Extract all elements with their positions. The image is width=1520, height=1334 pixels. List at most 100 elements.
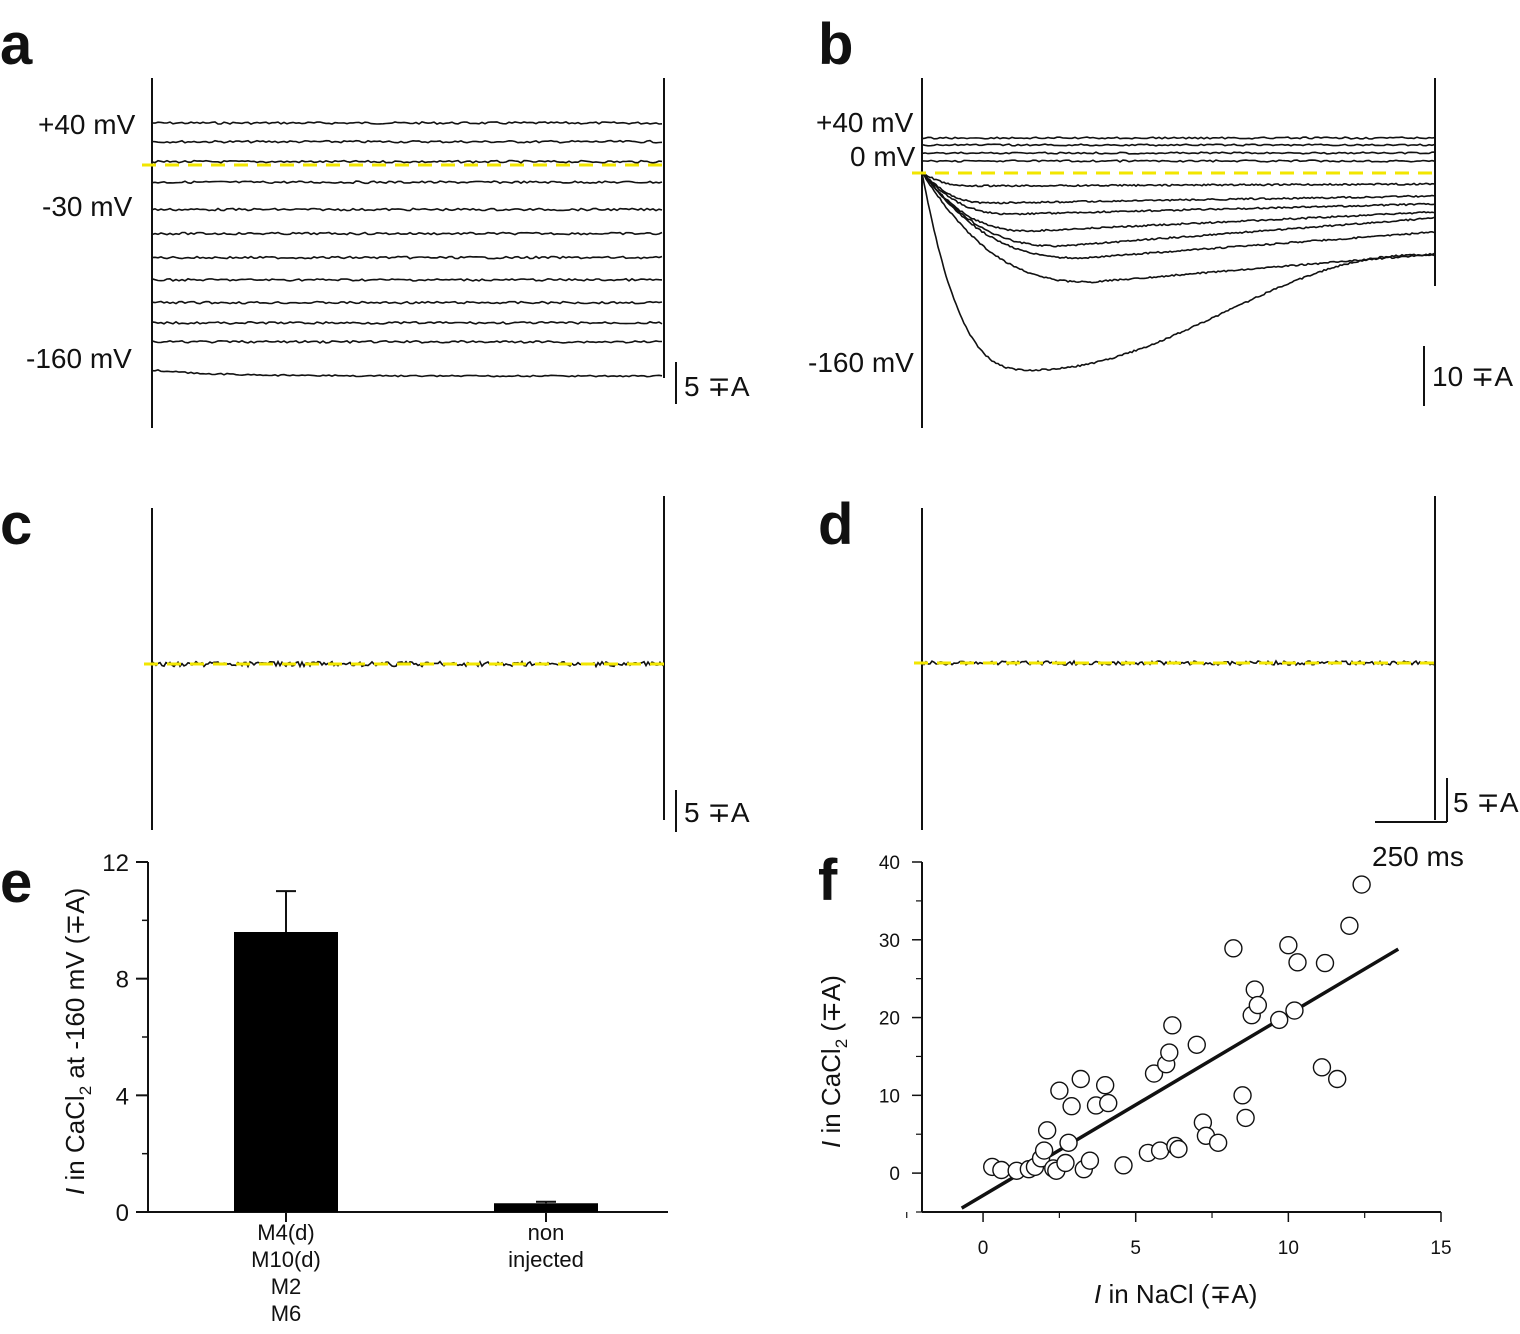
f-data-point — [1160, 1043, 1179, 1062]
f-data-point — [1248, 995, 1268, 1015]
f-data-point — [1288, 953, 1307, 972]
f-y-tick-label: 20 — [879, 1009, 900, 1030]
panel-b-current-trace — [921, 171, 1435, 284]
f-data-point — [1056, 1153, 1075, 1173]
e-y-axis-label: I in CaCl2 at -160 mV (∓A) — [60, 888, 95, 1195]
e-ylabel-pre: in CaCl — [60, 1095, 90, 1187]
f-data-point — [1037, 1121, 1057, 1140]
f-data-point — [992, 1160, 1011, 1180]
f-data-point — [1269, 1010, 1289, 1030]
f-x-tick-label: 5 — [1130, 1238, 1141, 1259]
panel-a-current-trace — [151, 180, 663, 185]
f-data-point — [1114, 1156, 1133, 1175]
e-category-label: M2 — [271, 1274, 302, 1299]
e-category-label: M4(d) — [257, 1220, 314, 1245]
f-data-point — [1224, 939, 1243, 958]
f-xlabel-rest: in NaCl (∓A) — [1101, 1279, 1257, 1309]
panel-a-voltage-label-bottom: -160 mV — [26, 343, 132, 374]
panel-label-a: a — [0, 12, 33, 77]
f-data-point — [1080, 1151, 1100, 1170]
panel-b-current-trace — [921, 172, 1435, 260]
f-data-point — [1279, 936, 1298, 955]
panel-a-voltage-label-mid: -30 mV — [42, 191, 133, 222]
panel-b-current-trace — [921, 171, 1435, 248]
f-data-point — [1187, 1035, 1206, 1054]
panel-label-b: b — [818, 12, 853, 77]
f-data-point — [1150, 1141, 1170, 1160]
f-data-point — [1095, 1076, 1115, 1095]
f-data-point — [1208, 1133, 1228, 1152]
f-data-point — [1245, 980, 1264, 999]
f-data-point — [1099, 1093, 1118, 1113]
panel-b-traces — [921, 136, 1436, 372]
e-category-label: non — [528, 1220, 565, 1245]
f-data-point — [1285, 1001, 1304, 1020]
f-data-point — [1236, 1108, 1255, 1128]
panel-c-scale-label: 5 ∓A — [684, 797, 750, 828]
panel-a-current-trace — [151, 139, 663, 144]
panel-a: +40 mV -30 mV -160 mV 5 ∓A — [26, 78, 750, 428]
f-data-point — [1163, 1016, 1182, 1035]
f-data-point — [1169, 1139, 1188, 1159]
f-y-tick-label: 40 — [879, 853, 900, 874]
panel-b-current-trace — [921, 172, 1435, 372]
f-data-point — [1312, 1058, 1332, 1077]
f-y-axis-label: I in CaCl2 (∓A) — [816, 975, 851, 1148]
f-ylabel-sub: 2 — [832, 1039, 851, 1048]
panel-a-current-trace — [151, 207, 663, 212]
e-category-label: M6 — [271, 1301, 302, 1326]
panel-label-d: d — [818, 492, 853, 557]
f-data-point — [1062, 1097, 1081, 1116]
e-ylabel-italic: I — [60, 1188, 90, 1195]
f-xlabel-italic: I — [1094, 1279, 1101, 1309]
panel-label-c: c — [0, 492, 32, 557]
e-y-ticks: 0 4 8 12 — [102, 850, 148, 1227]
panel-b-current-trace — [921, 171, 1435, 188]
panel-a-current-trace — [151, 255, 663, 260]
panel-a-current-trace — [151, 339, 662, 344]
e-y-tick-label: 8 — [116, 967, 129, 994]
f-x-tick-label: 10 — [1278, 1238, 1299, 1259]
f-points — [983, 875, 1371, 1180]
panel-b-voltage-label-bottom: -160 mV — [808, 347, 914, 378]
e-bar — [234, 932, 338, 1212]
e-bar — [494, 1203, 598, 1212]
f-x-axis-label: I in NaCl (∓A) — [1094, 1279, 1257, 1309]
panel-a-current-trace — [151, 320, 663, 325]
panel-a-current-trace — [151, 231, 663, 236]
panel-a-current-trace — [151, 300, 663, 305]
f-data-point — [1050, 1081, 1069, 1100]
f-data-point — [1233, 1086, 1252, 1105]
panel-b-current-trace — [921, 143, 1436, 147]
e-y-tick-label: 0 — [116, 1200, 129, 1227]
panel-a-voltage-label-top: +40 mV — [38, 109, 136, 140]
e-ylabel-post: at -160 mV (∓A) — [60, 888, 90, 1086]
panel-d: 5 ∓A 250 ms — [914, 496, 1519, 872]
f-y-ticks: 0 10 20 30 40 — [879, 853, 922, 1213]
f-ylabel-post: (∓A) — [816, 975, 846, 1039]
panel-a-traces — [151, 121, 663, 378]
panel-c: 5 ∓A — [144, 496, 750, 832]
e-bars — [234, 890, 598, 1222]
panel-a-current-trace — [151, 121, 663, 125]
panel-a-current-trace — [151, 159, 663, 164]
panel-d-scale-label-current: 5 ∓A — [1453, 787, 1519, 818]
f-data-point — [1059, 1133, 1078, 1152]
e-category-label: M10(d) — [251, 1247, 321, 1272]
panel-a-current-trace — [151, 369, 663, 378]
panel-b-current-trace — [921, 171, 1435, 233]
panel-a-scale-label: 5 ∓A — [684, 371, 750, 402]
e-y-tick-label: 4 — [116, 1083, 129, 1110]
f-y-tick-label: 30 — [879, 931, 900, 952]
panel-b-scale-label: 10 ∓A — [1432, 361, 1513, 392]
panel-b-current-trace — [921, 136, 1436, 140]
f-data-point — [1327, 1069, 1347, 1089]
panel-b-current-trace — [921, 171, 1435, 205]
panel-d-scale-label-time: 250 ms — [1372, 841, 1464, 872]
e-ylabel-sub: 2 — [76, 1086, 95, 1095]
f-x-tick-label: 15 — [1430, 1238, 1451, 1259]
panel-b-voltage-label-mid: 0 mV — [850, 141, 916, 172]
